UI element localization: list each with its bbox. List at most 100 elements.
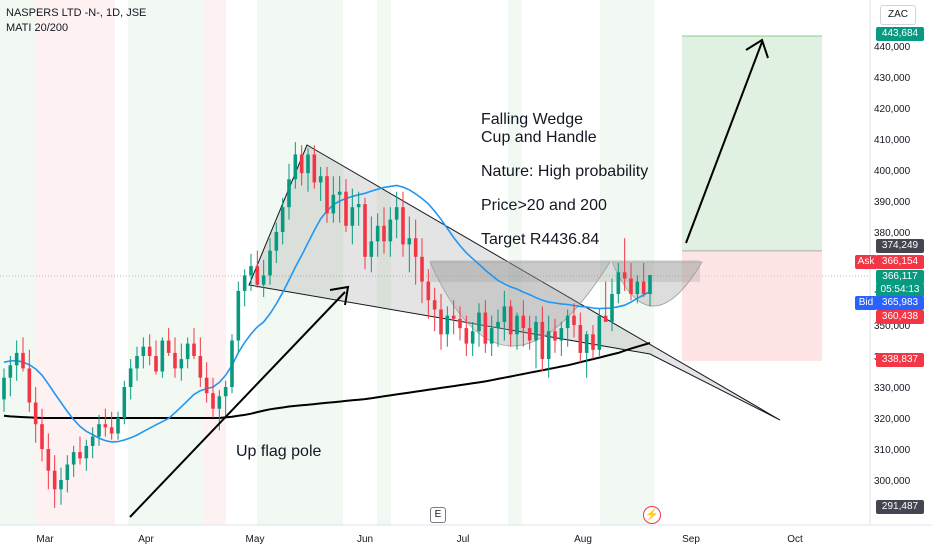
candle-body — [553, 331, 557, 341]
candle — [369, 216, 374, 273]
candle — [198, 337, 203, 387]
candle-body — [477, 312, 481, 332]
candle-body — [426, 281, 431, 301]
candle-body — [648, 275, 652, 294]
candle — [325, 166, 329, 223]
candle — [249, 253, 253, 291]
candle-body — [280, 207, 285, 232]
candle — [344, 179, 348, 232]
y-tick-label: 310,000 — [874, 445, 911, 456]
y-tick-label: 330,000 — [874, 383, 911, 394]
candle — [420, 238, 424, 304]
candle — [629, 263, 633, 301]
candle-body — [540, 321, 545, 360]
candle — [173, 337, 177, 378]
candle — [255, 250, 260, 288]
candle — [268, 238, 272, 285]
candle — [470, 321, 475, 356]
x-tick-label: Aug — [574, 534, 592, 545]
candle-body — [242, 275, 247, 291]
candle — [451, 300, 456, 335]
candle-body — [521, 315, 526, 329]
candle-body — [375, 225, 380, 242]
candle — [299, 145, 304, 186]
candle — [641, 263, 646, 298]
candle — [2, 368, 6, 412]
candle — [515, 312, 519, 350]
candle-body — [445, 315, 450, 335]
annotation-target: Target R4436.84 — [481, 231, 600, 248]
handle-box — [430, 260, 700, 282]
candle-body — [622, 272, 627, 279]
candle-body — [502, 306, 507, 322]
candle — [635, 275, 640, 304]
candle-body — [534, 321, 538, 341]
candle — [242, 269, 247, 307]
candle-body — [616, 272, 621, 294]
candle-body — [559, 328, 564, 341]
earnings-icon[interactable]: E — [430, 507, 446, 523]
candle-body — [394, 207, 399, 220]
candle-body — [515, 315, 519, 335]
candle-body — [21, 352, 25, 369]
candle — [648, 275, 652, 307]
candle-body — [508, 306, 513, 335]
candle — [59, 467, 63, 505]
stop-price-label: 338,837 — [876, 353, 924, 367]
candle-body — [496, 321, 500, 329]
candle-body — [97, 424, 101, 437]
symbol-title[interactable]: NASPERS LTD -N-, 1D, JSE — [6, 7, 147, 19]
candle — [8, 356, 13, 397]
annotation-price-ma: Price>20 and 200 — [481, 197, 607, 214]
candle — [521, 300, 526, 347]
candle — [97, 414, 101, 446]
candle-body — [141, 346, 146, 356]
candle — [572, 303, 576, 338]
candle — [382, 207, 386, 254]
candle-body — [483, 312, 488, 344]
candle — [21, 337, 25, 372]
candle — [458, 306, 462, 341]
symbol-header: NASPERS LTD -N-, 1D, JSE MATI 20/200 — [6, 6, 146, 36]
candle-body — [255, 266, 260, 285]
y-tick-label: 350,000 — [874, 321, 911, 332]
candle — [84, 439, 89, 471]
candle-body — [572, 315, 576, 325]
candle — [179, 343, 184, 381]
y-tick-label: 320,000 — [874, 414, 911, 425]
candle — [407, 216, 412, 273]
candle-body — [2, 377, 6, 400]
candle — [527, 315, 532, 350]
candle-body — [204, 377, 209, 394]
candle-body — [337, 191, 342, 195]
candle-body — [122, 387, 127, 418]
target-arrow — [685, 38, 769, 244]
annotation-falling-wedge: Falling Wedge — [481, 111, 583, 128]
candle — [534, 315, 538, 369]
candle — [128, 359, 133, 400]
candle — [230, 334, 234, 394]
candle-body — [71, 452, 76, 465]
indicator-title[interactable]: MATI 20/200 — [6, 22, 69, 34]
candle — [46, 433, 51, 490]
candle-body — [274, 232, 279, 251]
handle-shape — [611, 261, 703, 307]
target-price-label: 443,684 — [876, 27, 924, 41]
candle — [597, 309, 602, 356]
candle-body — [268, 250, 272, 276]
candle — [280, 197, 285, 245]
bid-tag: Bid — [855, 296, 877, 310]
dividend-icon[interactable]: ⚡ — [643, 506, 661, 524]
candle — [318, 166, 323, 201]
ask-price-label: 366,154 — [876, 255, 924, 269]
candle — [109, 411, 114, 440]
candle — [116, 411, 120, 440]
currency-button[interactable]: ZAC — [880, 5, 916, 25]
y-tick-label: 420,000 — [874, 104, 911, 115]
candle — [122, 380, 127, 425]
candle — [603, 281, 608, 322]
candle-body — [287, 179, 291, 208]
annotation-flag-pole: Up flag pole — [236, 443, 322, 460]
candle-body — [211, 393, 215, 409]
